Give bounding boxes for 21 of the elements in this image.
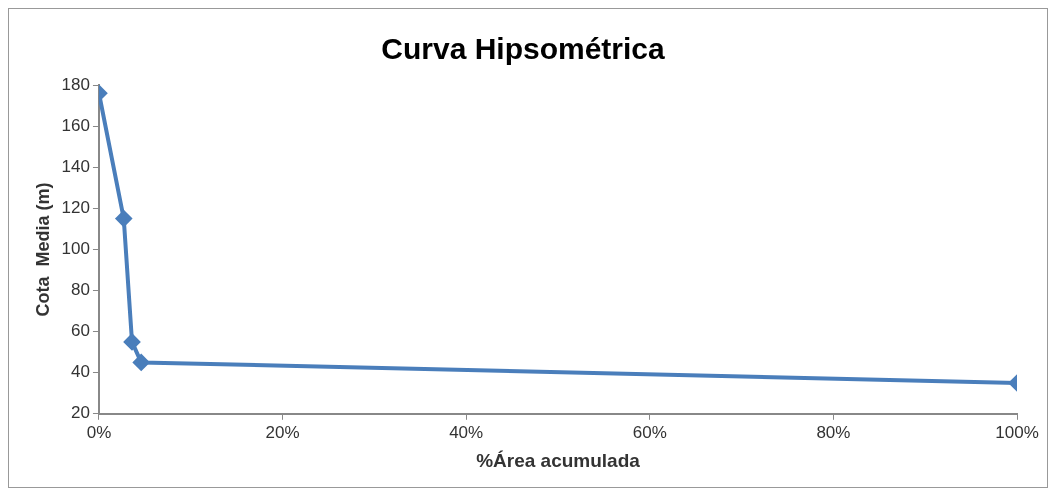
x-tick-label: 0% <box>86 422 112 442</box>
y-axis-title: Cota Media (m) <box>32 182 53 317</box>
point <box>133 354 150 371</box>
x-axis-title: %Área acumulada <box>476 449 641 471</box>
y-tick-label: 80 <box>71 280 90 300</box>
y-tick-label: 20 <box>71 403 90 423</box>
y-tick-label: 100 <box>61 239 90 259</box>
y-tick-label: 40 <box>71 362 90 382</box>
point <box>115 210 132 227</box>
y-tick-label: 180 <box>61 74 90 94</box>
x-tick-label: 100% <box>995 422 1039 442</box>
y-tick-label: 120 <box>61 197 90 217</box>
chart-title: Curva Hipsométrica <box>381 32 666 66</box>
x-tick-label: 60% <box>632 422 667 442</box>
y-tick-label: 140 <box>61 156 90 176</box>
point <box>124 333 141 350</box>
x-tick-label: 20% <box>265 422 300 442</box>
x-tick-label: 40% <box>449 422 484 442</box>
y-tick-label: 60 <box>71 321 90 341</box>
x-tick-label: 80% <box>816 422 851 442</box>
y-tick-label: 160 <box>61 115 90 135</box>
